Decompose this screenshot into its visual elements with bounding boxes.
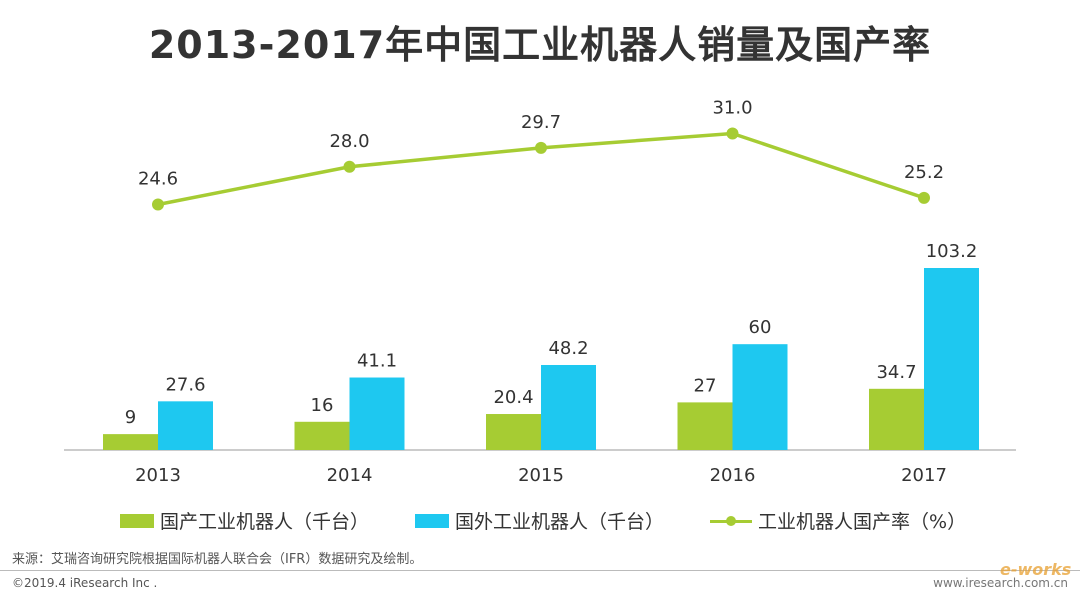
bar-domestic-2016: [677, 402, 733, 450]
website-link[interactable]: www.iresearch.com.cn: [933, 576, 1068, 590]
bar-foreign-2017: [924, 268, 979, 450]
rate-point-2017: [918, 191, 930, 204]
legend-swatch-domestic: [120, 513, 154, 528]
rate-point-2014: [343, 160, 356, 173]
legend-item-domestic: 国产工业机器人（千台）: [120, 507, 369, 534]
footer-divider: [0, 570, 1080, 571]
bar-label-domestic-2017: 34.7: [876, 362, 916, 383]
legend-label-rate: 工业机器人国产率（%）: [758, 511, 967, 533]
rate-label-2014: 28.0: [329, 131, 369, 152]
legend-item-rate: 工业机器人国产率（%）: [710, 507, 966, 534]
bar-label-foreign-2013: 27.6: [165, 374, 205, 395]
watermark-logo: e-works: [1000, 560, 1072, 579]
bar-label-foreign-2014: 41.1: [357, 351, 397, 372]
bar-label-foreign-2016: 60: [749, 317, 772, 338]
bar-foreign-2015: [541, 364, 596, 450]
legend-item-foreign: 国外工业机器人（千台）: [415, 507, 664, 534]
legend-label-domestic: 国产工业机器人（千台）: [160, 511, 370, 533]
source-note: 来源：艾瑞咨询研究院根据国际机器人联合会（IFR）数据研究及绘制。: [12, 552, 423, 567]
rate-point-2016: [726, 127, 739, 140]
bar-foreign-2013: [158, 401, 213, 450]
bar-label-domestic-2016: 27: [694, 375, 717, 396]
rate-label-2013: 24.6: [138, 169, 178, 190]
x-tick-label-2014: 2014: [327, 465, 373, 486]
rate-point-2015: [535, 141, 547, 154]
bar-domestic-2014: [294, 421, 350, 450]
legend-swatch-foreign: [415, 513, 450, 528]
rate-point-2013: [152, 198, 164, 211]
chart-area: 9 27.6 2013 16 41.1 2014 20.4 48.2 2015 27 60 2016 3…: [64, 97, 1016, 486]
bar-label-domestic-2013: 9: [125, 407, 136, 428]
bar-domestic-2017: [869, 388, 924, 450]
copyright-text: ©2019.4 iResearch Inc .: [12, 576, 158, 590]
legend-label-foreign: 国外工业机器人（千台）: [455, 511, 665, 533]
x-tick-label-2016: 2016: [710, 465, 756, 486]
rate-label-2017: 25.2: [904, 162, 944, 183]
bar-label-domestic-2015: 20.4: [493, 387, 533, 408]
legend: 国产工业机器人（千台） 国外工业机器人（千台） 工业机器人国产率（%）: [120, 507, 1012, 534]
bar-foreign-2014: [349, 377, 405, 450]
bar-label-domestic-2014: 16: [311, 395, 334, 416]
bar-foreign-2016: [732, 344, 788, 450]
x-tick-label-2017: 2017: [901, 465, 947, 486]
bar-domestic-2013: [103, 434, 158, 450]
bar-label-foreign-2015: 48.2: [548, 338, 588, 359]
rate-label-2016: 31.0: [712, 97, 752, 118]
legend-swatch-rate: [710, 514, 753, 528]
chart-title: 2013-2017年中国工业机器人销量及国产率: [148, 23, 932, 67]
bar-domestic-2015: [486, 414, 541, 450]
x-tick-label-2013: 2013: [135, 465, 181, 486]
bar-label-foreign-2017: 103.2: [926, 241, 978, 262]
rate-label-2015: 29.7: [521, 112, 561, 133]
x-tick-label-2015: 2015: [518, 465, 564, 486]
